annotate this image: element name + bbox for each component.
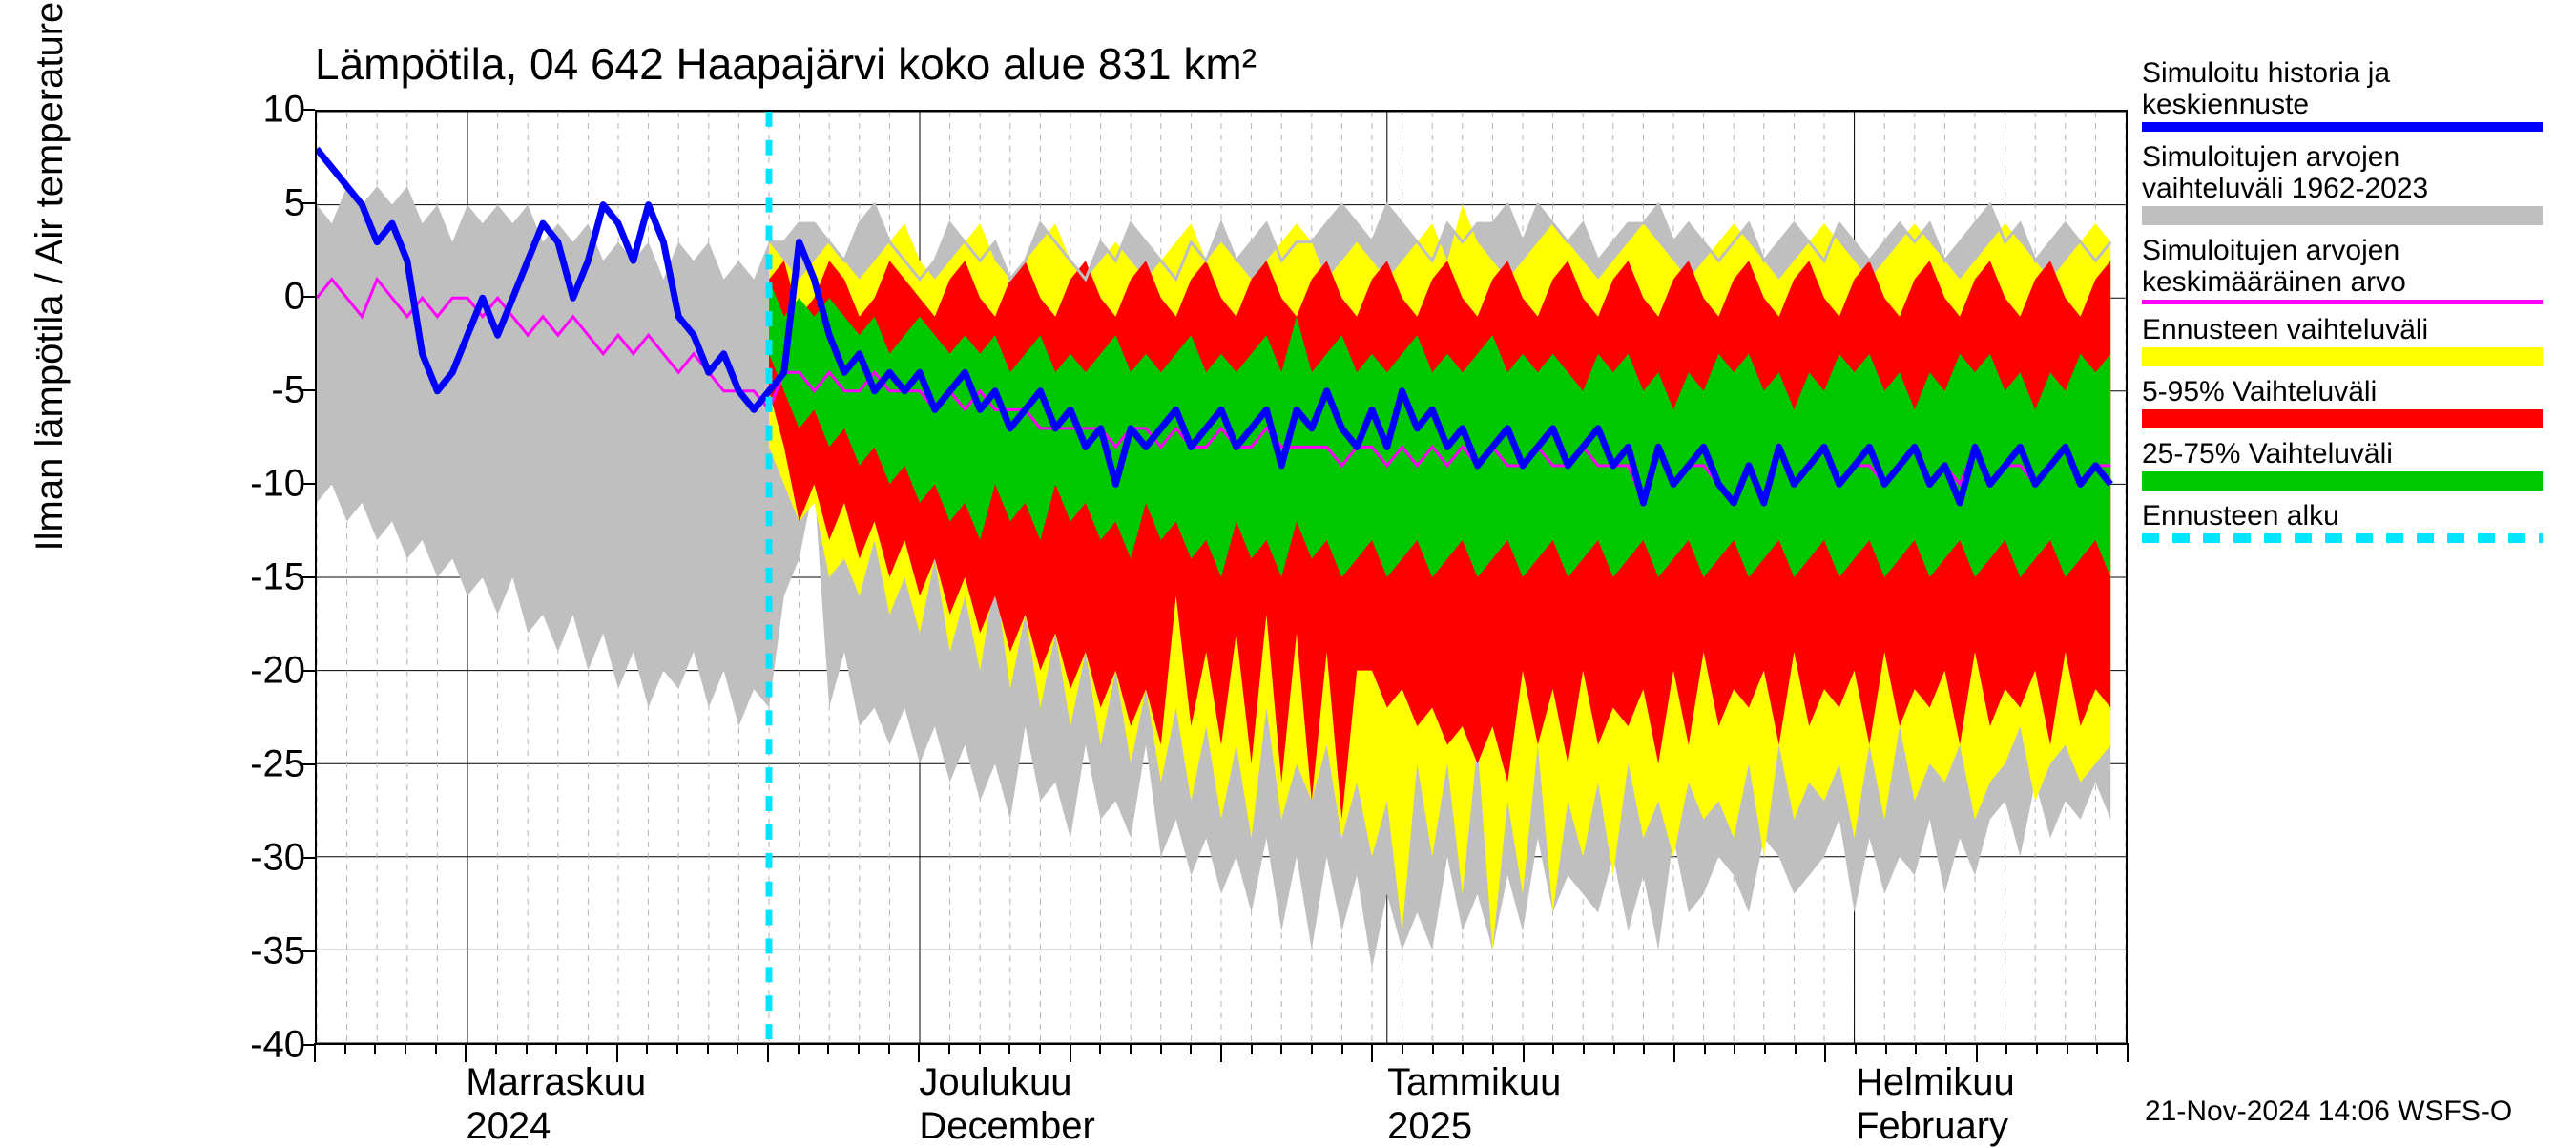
- legend-label: Ennusteen alku: [2142, 500, 2552, 532]
- y-tick-label: -5: [162, 369, 305, 412]
- y-tick-mark: [301, 576, 315, 578]
- x-tick-major: [1673, 1043, 1675, 1062]
- footer-timestamp: 21-Nov-2024 14:06 WSFS-O: [2145, 1096, 2512, 1128]
- x-year-label: 2025: [1387, 1105, 1472, 1148]
- y-tick-label: 0: [162, 276, 305, 319]
- x-tick-major: [465, 1043, 467, 1062]
- y-tick-label: -10: [162, 463, 305, 506]
- x-month-label: Tammikuu: [1387, 1061, 1561, 1104]
- legend-label: Simuloitujen arvojenvaihteluväli 1962-20…: [2142, 141, 2552, 204]
- x-month-label: Joulukuu: [919, 1061, 1071, 1104]
- page-root: Lämpötila, 04 642 Haapajärvi koko alue 8…: [0, 0, 2576, 1145]
- legend-swatch: [2142, 122, 2543, 132]
- legend-entry: 5-95% Vaihteluväli: [2142, 376, 2552, 428]
- x-tick-major: [1824, 1043, 1826, 1062]
- legend-entry: 25-75% Vaihteluväli: [2142, 438, 2552, 491]
- y-tick-label: -20: [162, 650, 305, 693]
- x-tick-major: [1371, 1043, 1373, 1062]
- y-tick-mark: [301, 109, 315, 111]
- plot-svg: [317, 112, 2126, 1043]
- x-tick-major: [767, 1043, 769, 1062]
- legend-entry: Ennusteen vaihteluväli: [2142, 314, 2552, 366]
- x-tick-major: [1976, 1043, 1978, 1062]
- legend-entry: Ennusteen alku: [2142, 500, 2552, 543]
- chart-title: Lämpötila, 04 642 Haapajärvi koko alue 8…: [315, 38, 1257, 90]
- x-month-label: Marraskuu: [466, 1061, 646, 1104]
- legend-entry: Simuloitujen arvojenkeskimääräinen arvo: [2142, 235, 2552, 304]
- legend-label: 25-75% Vaihteluväli: [2142, 438, 2552, 470]
- x-tick-major: [616, 1043, 618, 1062]
- x-tick-major: [314, 1043, 316, 1062]
- x-year-label: December: [919, 1105, 1095, 1148]
- y-tick-mark: [301, 857, 315, 859]
- y-tick-mark: [301, 296, 315, 298]
- legend-swatch: [2142, 347, 2543, 366]
- legend-label: Ennusteen vaihteluväli: [2142, 314, 2552, 345]
- plot-area: [315, 110, 2128, 1045]
- y-tick-label: -40: [162, 1024, 305, 1067]
- legend-swatch: [2142, 409, 2543, 428]
- legend-swatch: [2142, 206, 2543, 225]
- y-axis-label: Ilman lämpötila / Air temperature °C: [29, 0, 72, 552]
- x-tick-major: [1220, 1043, 1222, 1062]
- y-tick-mark: [301, 763, 315, 765]
- x-year-label: 2024: [466, 1105, 551, 1148]
- y-tick-mark: [301, 950, 315, 952]
- x-year-label: February: [1856, 1105, 2008, 1148]
- y-tick-mark: [301, 1044, 315, 1046]
- x-month-label: Helmikuu: [1856, 1061, 2015, 1104]
- legend-entry: Simuloitujen arvojenvaihteluväli 1962-20…: [2142, 141, 2552, 225]
- y-tick-mark: [301, 389, 315, 391]
- legend-swatch: [2142, 471, 2543, 491]
- y-tick-mark: [301, 483, 315, 485]
- y-tick-label: 10: [162, 89, 305, 132]
- legend-entry: Simuloitu historia jakeskiennuste: [2142, 57, 2552, 132]
- legend-swatch: [2142, 533, 2543, 543]
- y-tick-label: 5: [162, 182, 305, 225]
- y-tick-mark: [301, 670, 315, 672]
- y-tick-label: -25: [162, 743, 305, 786]
- y-tick-label: -35: [162, 930, 305, 973]
- x-tick-major: [918, 1043, 920, 1062]
- y-tick-mark: [301, 202, 315, 204]
- y-tick-label: -15: [162, 556, 305, 599]
- x-tick-major: [2127, 1043, 2129, 1062]
- legend-label: Simuloitujen arvojenkeskimääräinen arvo: [2142, 235, 2552, 298]
- legend: Simuloitu historia jakeskiennuste Simuloi…: [2142, 57, 2552, 553]
- legend-label: Simuloitu historia jakeskiennuste: [2142, 57, 2552, 120]
- y-tick-label: -30: [162, 837, 305, 880]
- legend-label: 5-95% Vaihteluväli: [2142, 376, 2552, 407]
- legend-swatch: [2142, 300, 2543, 304]
- x-tick-major: [1070, 1043, 1071, 1062]
- x-tick-major: [1523, 1043, 1525, 1062]
